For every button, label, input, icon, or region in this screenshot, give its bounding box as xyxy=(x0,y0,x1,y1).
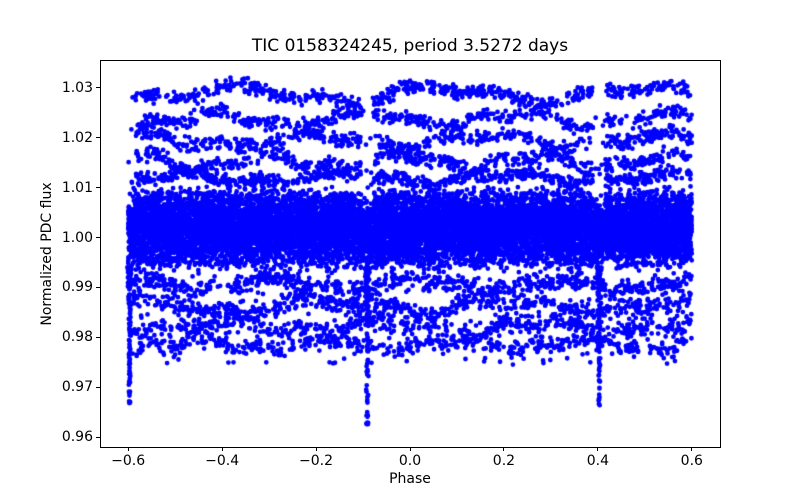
y-tick-label: 0.98 xyxy=(61,329,93,346)
x-tick-mark xyxy=(597,447,599,451)
x-tick-mark xyxy=(409,447,411,451)
y-tick-label: 0.99 xyxy=(61,279,93,296)
x-tick-mark xyxy=(691,447,693,451)
y-tick-mark xyxy=(96,336,100,338)
y-tick-label: 1.00 xyxy=(61,229,93,246)
y-tick-label: 1.03 xyxy=(61,79,93,96)
y-tick-mark xyxy=(96,137,100,139)
x-tick-label: −0.2 xyxy=(299,453,334,469)
scatter-plot-canvas xyxy=(100,60,720,447)
x-tick-label: 0.6 xyxy=(680,453,703,469)
x-tick-mark xyxy=(503,447,505,451)
x-tick-mark xyxy=(127,447,129,451)
x-tick-label: 0.2 xyxy=(492,453,516,469)
x-axis-label: Phase xyxy=(389,471,431,487)
x-tick-label: −0.6 xyxy=(111,453,146,469)
y-axis-label: Normalized PDC flux xyxy=(39,182,55,326)
y-tick-label: 0.97 xyxy=(61,379,93,396)
chart-title: TIC 0158324245, period 3.5272 days xyxy=(251,36,569,56)
y-tick-mark xyxy=(96,237,100,239)
y-tick-mark xyxy=(96,286,100,288)
y-tick-mark xyxy=(96,187,100,189)
y-tick-mark xyxy=(96,386,100,388)
x-tick-label: 0.0 xyxy=(398,453,422,469)
x-tick-label: −0.4 xyxy=(205,453,240,469)
x-tick-label: 0.4 xyxy=(586,453,609,469)
y-tick-label: 1.02 xyxy=(61,129,93,146)
y-tick-label: 1.01 xyxy=(61,179,93,196)
y-tick-label: 0.96 xyxy=(61,429,93,446)
y-tick-mark xyxy=(96,436,100,438)
y-tick-mark xyxy=(96,87,100,89)
x-tick-mark xyxy=(315,447,317,451)
x-tick-mark xyxy=(221,447,223,451)
